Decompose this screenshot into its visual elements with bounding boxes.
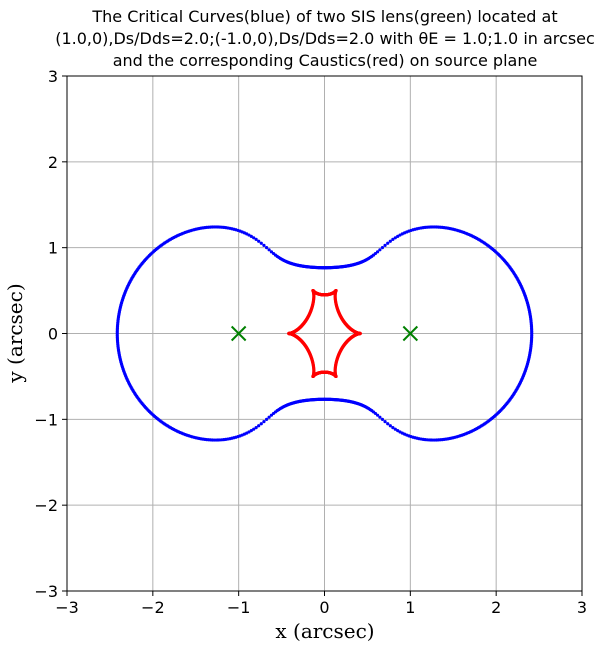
y-tick-label: 3: [48, 67, 58, 86]
caustics: [287, 288, 362, 379]
critical-curve-point: [254, 425, 258, 430]
critical-curve-point: [252, 427, 256, 431]
critical-curve-point: [391, 425, 395, 430]
x-tick-label: 2: [491, 598, 501, 617]
lens-marker: [230, 325, 247, 342]
y-tick-label: 2: [48, 153, 58, 172]
chart-title: The Critical Curves(blue) of two SIS len…: [55, 7, 595, 70]
y-tick-label: −2: [34, 496, 58, 515]
x-tick-label: 3: [577, 598, 587, 617]
y-tick-label: −3: [34, 582, 58, 601]
critical-curve-point: [380, 246, 385, 250]
critical-curve-point: [386, 241, 390, 245]
critical-curve-point: [259, 422, 263, 426]
x-axis-label: x (arcsec): [275, 619, 374, 643]
caustic-point: [358, 331, 362, 336]
y-ticks: −3 −2 −1 0 1 2 3: [34, 67, 67, 601]
critical-curve-point: [375, 413, 380, 417]
x-tick-label: −1: [227, 598, 251, 617]
critical-curve-point: [391, 237, 395, 242]
x-tick-label: −2: [141, 598, 165, 617]
critical-curves: [115, 225, 534, 442]
x-tick-label: −3: [55, 598, 79, 617]
critical-curve-point: [396, 429, 400, 433]
y-tick-label: 1: [48, 239, 58, 258]
critical-curve-point: [398, 233, 402, 237]
grid: [66, 75, 583, 592]
title-line-1: The Critical Curves(blue) of two SIS len…: [91, 7, 557, 26]
y-tick-label: −1: [34, 410, 58, 429]
title-line-2: (1.0,0),Ds/Dds=2.0;(-1.0,0),Ds/Dds=2.0 w…: [55, 29, 595, 48]
critical-curve-point: [264, 246, 269, 250]
critical-curve-point: [257, 239, 261, 243]
critical-curve-point: [247, 430, 251, 434]
critical-curve-point: [262, 243, 266, 247]
critical-curve-point: [249, 429, 253, 433]
critical-curve-point: [267, 248, 271, 252]
x-tick-label: 1: [405, 598, 415, 617]
critical-curve-point: [267, 415, 271, 419]
critical-curve-point: [257, 424, 261, 428]
critical-curve-point: [373, 411, 378, 416]
critical-curve-point: [269, 413, 274, 417]
x-ticks: −3 −2 −1 0 1 2 3: [55, 591, 587, 617]
critical-curve-point: [388, 424, 392, 428]
critical-curve-point: [378, 248, 382, 252]
lens-marker: [402, 325, 419, 342]
critical-curve-point: [262, 420, 266, 424]
critical-curve-point: [271, 251, 276, 256]
critical-curve-point: [393, 427, 397, 431]
critical-curve-point: [249, 234, 253, 238]
y-tick-label: 0: [48, 325, 58, 344]
critical-curve-point: [388, 239, 392, 243]
critical-curve-point: [383, 243, 387, 247]
critical-curve-point: [375, 250, 380, 254]
critical-curve-point: [252, 236, 256, 240]
critical-curve-point: [269, 250, 274, 254]
critical-curve-point: [264, 417, 269, 421]
critical-curve-point: [378, 415, 382, 419]
x-tick-label: 0: [319, 598, 329, 617]
critical-curve-point: [380, 417, 385, 421]
y-axis-label: y (arcsec): [3, 283, 27, 383]
critical-curve-point: [393, 236, 397, 240]
lens-markers: [230, 325, 419, 342]
critical-curve-point: [254, 237, 258, 242]
critical-curve-point: [383, 420, 387, 424]
critical-curve-point: [259, 241, 263, 245]
critical-curve-point: [530, 333, 534, 337]
title-line-3: and the corresponding Caustics(red) on s…: [113, 51, 538, 70]
critical-curve-point: [396, 234, 400, 238]
critical-curve-point: [386, 422, 390, 426]
